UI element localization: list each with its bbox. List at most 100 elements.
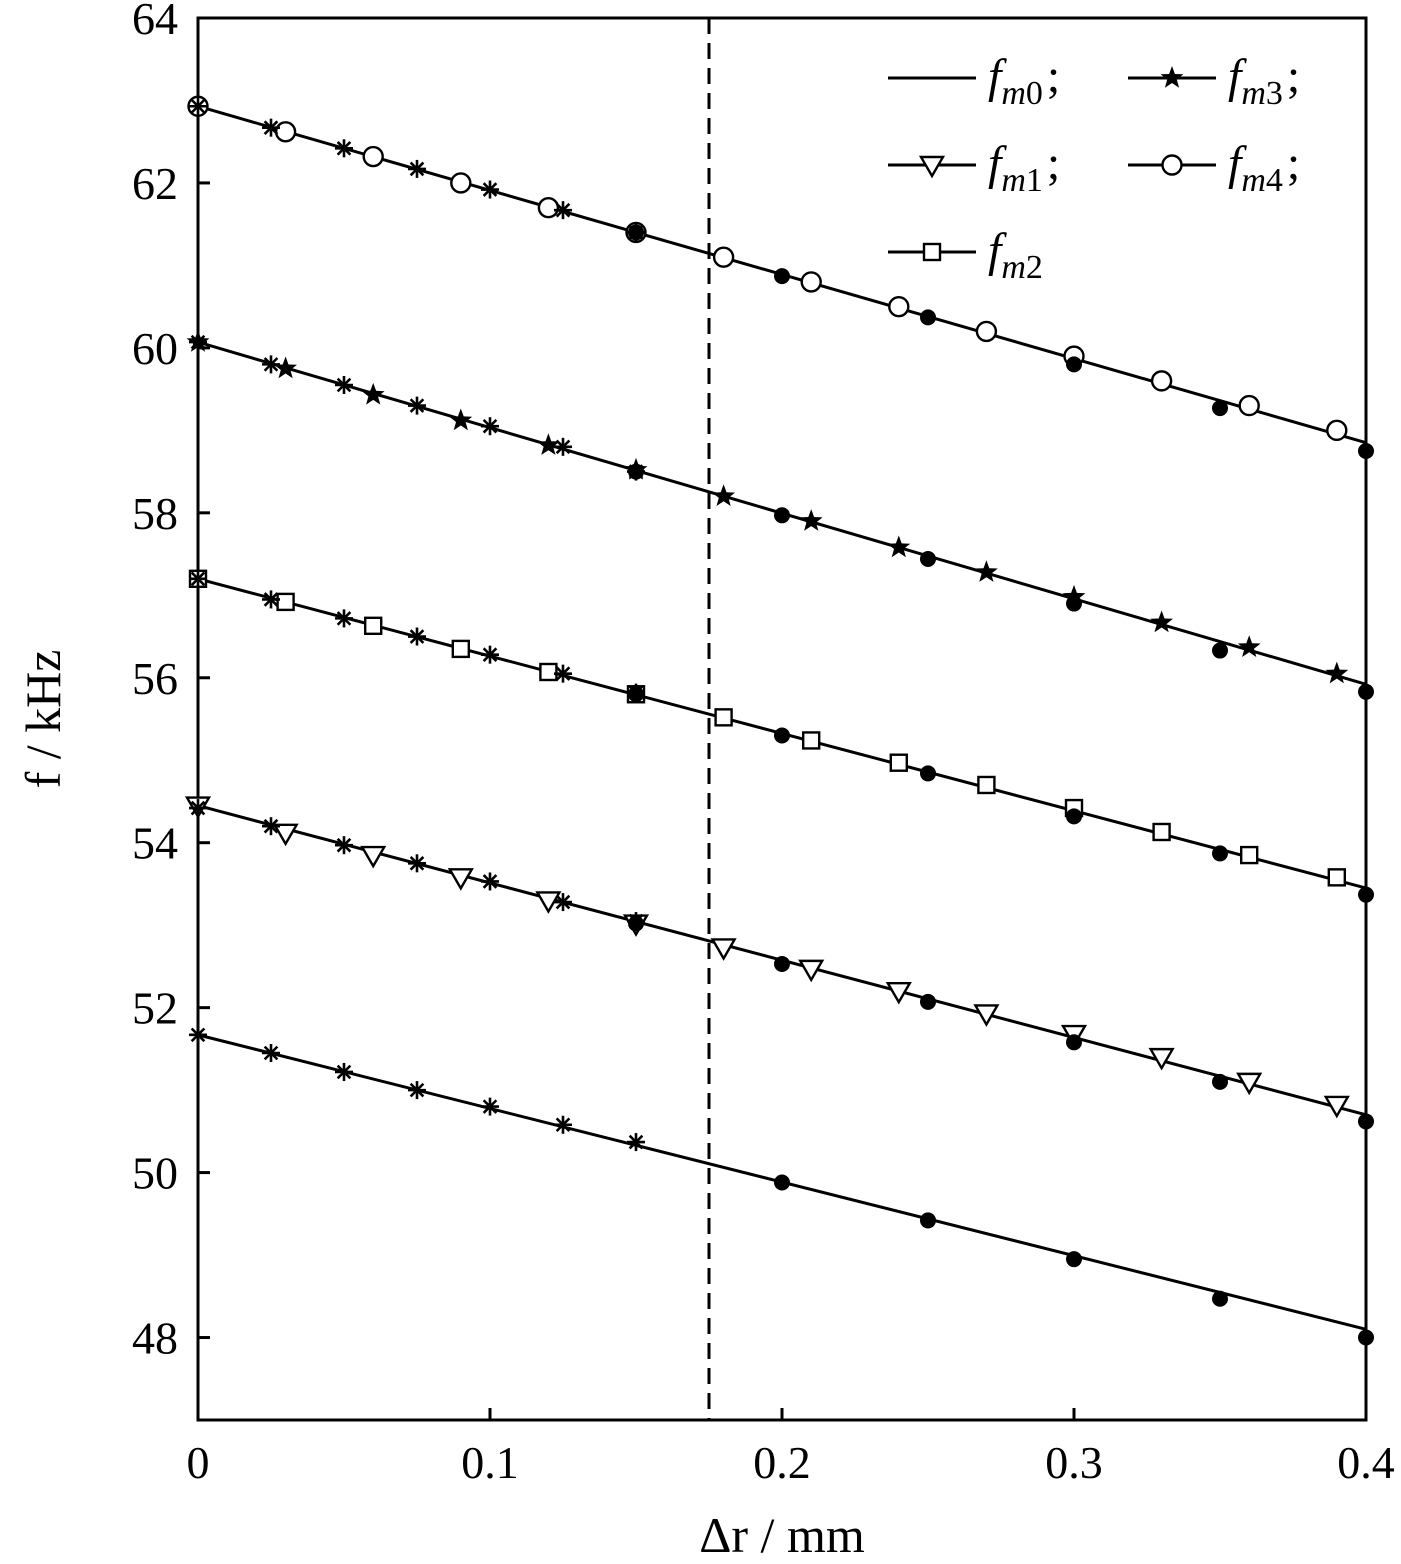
series-marker bbox=[1148, 1047, 1175, 1071]
asterisk-marker bbox=[554, 1115, 572, 1134]
asterisk-stroke bbox=[190, 571, 206, 587]
asterisk-marker bbox=[189, 799, 207, 818]
asterisk-stroke bbox=[263, 818, 279, 834]
asterisk-marker bbox=[627, 1133, 645, 1152]
x-axis-title-text: Δr / mm bbox=[699, 1507, 865, 1563]
asterisk-marker bbox=[262, 355, 280, 374]
legend-label-sub-letter: m bbox=[1241, 162, 1266, 199]
legend-label: fm1; bbox=[988, 137, 1060, 199]
dot-marker bbox=[774, 507, 790, 524]
legend-label-sub-index: 3 bbox=[1266, 75, 1283, 112]
series-marker bbox=[1150, 370, 1173, 392]
dot-marker bbox=[628, 224, 644, 241]
series-fm3 bbox=[186, 330, 1374, 700]
series-marker bbox=[977, 775, 996, 795]
asterisk-stroke bbox=[555, 666, 571, 681]
asterisk-marker bbox=[262, 590, 280, 609]
asterisk-marker bbox=[262, 118, 280, 137]
series-marker bbox=[274, 356, 297, 379]
series-marker bbox=[888, 295, 910, 318]
asterisk-marker bbox=[408, 159, 426, 178]
series-marker bbox=[1152, 822, 1171, 842]
x-tick-label: 0.1 bbox=[461, 1437, 519, 1488]
asterisk-stroke bbox=[555, 1117, 571, 1133]
asterisk-stroke bbox=[482, 1099, 498, 1114]
asterisk-stroke bbox=[190, 334, 206, 350]
asterisk-stroke bbox=[336, 837, 352, 853]
asterisk-marker bbox=[189, 1025, 207, 1044]
asterisk-stroke bbox=[409, 1082, 425, 1098]
dot-marker bbox=[1066, 595, 1082, 612]
asterisk-stroke bbox=[409, 398, 425, 413]
dot-marker bbox=[1066, 356, 1082, 373]
asterisk-stroke bbox=[190, 800, 206, 816]
dot-marker bbox=[920, 765, 936, 782]
legend-entry-fm4: fm4; bbox=[1128, 137, 1300, 199]
legend-label-sub-letter: m bbox=[1001, 162, 1026, 199]
asterisk-marker bbox=[408, 1081, 426, 1100]
asterisk-marker bbox=[481, 872, 499, 891]
series-marker bbox=[450, 172, 472, 194]
series-fm4 bbox=[187, 95, 1374, 459]
asterisk-marker bbox=[408, 854, 426, 873]
legend-marker bbox=[918, 155, 946, 179]
dot-marker bbox=[920, 993, 936, 1010]
x-tick-label: 0.2 bbox=[753, 1437, 811, 1488]
series-marker bbox=[798, 959, 825, 983]
series-fm1 bbox=[184, 796, 1374, 1130]
legend-label-sub: m0 bbox=[1001, 75, 1043, 112]
asterisk-stroke bbox=[190, 1027, 206, 1043]
y-axis-title-text: f / kHz bbox=[15, 650, 71, 789]
dot-marker bbox=[774, 955, 790, 972]
series-marker bbox=[1236, 1072, 1263, 1096]
legend-label-suffix: ; bbox=[1047, 50, 1060, 103]
asterisk-stroke bbox=[263, 1045, 279, 1061]
legend-label-sub: m3 bbox=[1241, 75, 1283, 112]
series-marker bbox=[361, 382, 385, 405]
asterisk-stroke bbox=[482, 874, 498, 889]
legend-label: fm3; bbox=[1228, 50, 1300, 112]
asterisk-stroke bbox=[555, 202, 571, 218]
series-marker bbox=[276, 592, 295, 612]
asterisk-marker bbox=[408, 627, 426, 646]
dot-marker bbox=[1066, 1034, 1082, 1051]
asterisk-marker bbox=[481, 417, 499, 436]
asterisk-marker bbox=[554, 893, 572, 912]
series-marker bbox=[447, 868, 474, 891]
dot-marker bbox=[1212, 400, 1228, 417]
legend-label-sub-index: 1 bbox=[1026, 162, 1043, 199]
dot-marker bbox=[920, 309, 936, 326]
series-marker bbox=[360, 845, 387, 869]
asterisk-marker bbox=[481, 645, 499, 664]
asterisk-stroke bbox=[336, 141, 352, 156]
asterisk-stroke bbox=[263, 120, 279, 135]
y-tick-label: 50 bbox=[132, 1148, 178, 1199]
legend-label-sub-letter: m bbox=[1241, 75, 1266, 112]
legend-label: fm4; bbox=[1228, 137, 1300, 199]
asterisk-marker bbox=[554, 664, 572, 683]
legend-label-sub-index: 4 bbox=[1266, 162, 1283, 199]
dot-marker bbox=[628, 915, 644, 932]
asterisk-marker bbox=[554, 437, 572, 456]
legend-label-suffix: ; bbox=[1287, 50, 1300, 103]
legend-label-suffix: ; bbox=[1047, 137, 1060, 190]
series-marker bbox=[364, 616, 383, 636]
legend-label-sub: m2 bbox=[1001, 249, 1043, 286]
series-marker bbox=[800, 271, 822, 293]
y-tick-label: 62 bbox=[132, 158, 178, 209]
series-marker bbox=[1238, 394, 1260, 417]
legend-label: fm2 bbox=[988, 224, 1043, 286]
dot-marker bbox=[1358, 442, 1374, 459]
y-tick-label: 64 bbox=[132, 0, 178, 44]
asterisk-marker bbox=[335, 609, 353, 628]
asterisk-stroke bbox=[628, 1134, 644, 1150]
dot-marker bbox=[920, 551, 936, 568]
asterisk-stroke bbox=[336, 1064, 352, 1080]
series-marker bbox=[1239, 845, 1259, 865]
dot-marker bbox=[1212, 642, 1228, 659]
series-marker bbox=[362, 145, 384, 168]
dot-marker bbox=[1212, 1073, 1228, 1090]
asterisk-marker bbox=[335, 836, 353, 855]
asterisk-marker bbox=[481, 1097, 499, 1116]
